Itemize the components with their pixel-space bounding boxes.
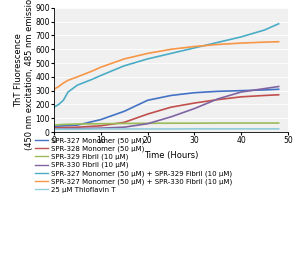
SPR-329 Fibril (10 μM) [99, 122, 103, 125]
SPR-327 Monomer (50 μM) + SPR-329 Fibril (10 μM) [193, 46, 196, 49]
SPR-330 Fibril (10 μM) [169, 115, 173, 119]
SPR-328 Monomer (50 μM) [76, 126, 79, 129]
SPR-327 Monomer (50 μM) + SPR-330 Fibril (10 μM) [90, 70, 93, 73]
SPR-327 Monomer (50 μM) + SPR-329 Fibril (10 μM) [263, 29, 266, 32]
Y-axis label: ThT Fluorescence
(450 nm excitation, 485 nm emission): ThT Fluorescence (450 nm excitation, 485… [14, 0, 34, 150]
SPR-328 Monomer (50 μM) [169, 106, 173, 109]
SPR-327 Monomer (50 μM) + SPR-330 Fibril (10 μM) [239, 41, 243, 45]
SPR-327 Monomer (50 μM) + SPR-330 Fibril (10 μM) [169, 48, 173, 51]
SPR-329 Fibril (10 μM) [263, 121, 266, 125]
Legend: SPR-327 Monomer (50 μM), SPR-328 Monomer (50 μM), SPR-329 Fibril (10 μM), SPR-33: SPR-327 Monomer (50 μM), SPR-328 Monomer… [35, 137, 233, 193]
SPR-328 Monomer (50 μM) [99, 124, 103, 127]
Line: SPR-329 Fibril (10 μM): SPR-329 Fibril (10 μM) [54, 123, 279, 125]
SPR-327 Monomer (50 μM) [277, 88, 281, 91]
SPR-330 Fibril (10 μM) [99, 126, 103, 130]
SPR-327 Monomer (50 μM) + SPR-329 Fibril (10 μM) [52, 106, 56, 109]
SPR-329 Fibril (10 μM) [193, 122, 196, 125]
SPR-327 Monomer (50 μM) [76, 124, 79, 127]
SPR-327 Monomer (50 μM) [193, 91, 196, 94]
SPR-329 Fibril (10 μM) [52, 124, 56, 127]
SPR-327 Monomer (50 μM) [61, 124, 65, 127]
SPR-328 Monomer (50 μM) [52, 126, 56, 129]
SPR-327 Monomer (50 μM) + SPR-329 Fibril (10 μM) [57, 103, 61, 106]
25 μM Thioflavin T [193, 127, 196, 130]
SPR-327 Monomer (50 μM) [52, 125, 56, 128]
SPR-327 Monomer (50 μM) + SPR-329 Fibril (10 μM) [146, 57, 149, 60]
SPR-327 Monomer (50 μM) [122, 110, 126, 113]
25 μM Thioflavin T [52, 128, 56, 131]
SPR-327 Monomer (50 μM) [169, 94, 173, 97]
Line: SPR-327 Monomer (50 μM): SPR-327 Monomer (50 μM) [54, 89, 279, 126]
SPR-328 Monomer (50 μM) [216, 98, 220, 101]
SPR-329 Fibril (10 μM) [61, 123, 65, 126]
SPR-327 Monomer (50 μM) + SPR-330 Fibril (10 μM) [146, 52, 149, 55]
25 μM Thioflavin T [216, 127, 220, 130]
25 μM Thioflavin T [277, 127, 281, 130]
SPR-329 Fibril (10 μM) [169, 122, 173, 125]
SPR-330 Fibril (10 μM) [216, 97, 220, 101]
SPR-329 Fibril (10 μM) [122, 122, 126, 125]
SPR-330 Fibril (10 μM) [52, 128, 56, 131]
25 μM Thioflavin T [146, 128, 149, 131]
SPR-330 Fibril (10 μM) [61, 128, 65, 131]
SPR-327 Monomer (50 μM) + SPR-330 Fibril (10 μM) [263, 41, 266, 44]
SPR-330 Fibril (10 μM) [239, 91, 243, 94]
25 μM Thioflavin T [263, 127, 266, 130]
25 μM Thioflavin T [122, 128, 126, 131]
SPR-328 Monomer (50 μM) [239, 95, 243, 98]
SPR-327 Monomer (50 μM) + SPR-329 Fibril (10 μM) [90, 78, 93, 81]
SPR-327 Monomer (50 μM) + SPR-329 Fibril (10 μM) [239, 35, 243, 39]
SPR-330 Fibril (10 μM) [122, 126, 126, 129]
SPR-327 Monomer (50 μM) + SPR-329 Fibril (10 μM) [61, 99, 65, 102]
SPR-327 Monomer (50 μM) + SPR-330 Fibril (10 μM) [99, 66, 103, 69]
Line: SPR-328 Monomer (50 μM): SPR-328 Monomer (50 μM) [54, 95, 279, 128]
SPR-327 Monomer (50 μM) + SPR-330 Fibril (10 μM) [57, 85, 61, 88]
25 μM Thioflavin T [61, 128, 65, 131]
SPR-327 Monomer (50 μM) + SPR-329 Fibril (10 μM) [277, 22, 281, 25]
SPR-327 Monomer (50 μM) + SPR-330 Fibril (10 μM) [76, 75, 79, 78]
X-axis label: Time (Hours): Time (Hours) [144, 151, 198, 160]
SPR-328 Monomer (50 μM) [146, 112, 149, 116]
SPR-329 Fibril (10 μM) [216, 121, 220, 125]
SPR-327 Monomer (50 μM) + SPR-329 Fibril (10 μM) [66, 91, 70, 94]
SPR-328 Monomer (50 μM) [61, 126, 65, 129]
25 μM Thioflavin T [239, 127, 243, 130]
SPR-327 Monomer (50 μM) + SPR-329 Fibril (10 μM) [216, 41, 220, 44]
Line: SPR-327 Monomer (50 μM) + SPR-329 Fibril (10 μM): SPR-327 Monomer (50 μM) + SPR-329 Fibril… [54, 24, 279, 107]
SPR-329 Fibril (10 μM) [277, 121, 281, 125]
SPR-327 Monomer (50 μM) + SPR-329 Fibril (10 μM) [99, 74, 103, 77]
SPR-328 Monomer (50 μM) [122, 121, 126, 124]
SPR-328 Monomer (50 μM) [193, 101, 196, 105]
25 μM Thioflavin T [99, 128, 103, 131]
SPR-329 Fibril (10 μM) [239, 121, 243, 125]
SPR-327 Monomer (50 μM) [239, 89, 243, 92]
SPR-327 Monomer (50 μM) + SPR-329 Fibril (10 μM) [76, 83, 79, 87]
SPR-327 Monomer (50 μM) + SPR-330 Fibril (10 μM) [61, 82, 65, 85]
SPR-327 Monomer (50 μM) + SPR-329 Fibril (10 μM) [169, 52, 173, 55]
25 μM Thioflavin T [169, 128, 173, 131]
SPR-328 Monomer (50 μM) [263, 94, 266, 97]
SPR-327 Monomer (50 μM) [146, 99, 149, 102]
Line: SPR-330 Fibril (10 μM): SPR-330 Fibril (10 μM) [54, 87, 279, 129]
Line: SPR-327 Monomer (50 μM) + SPR-330 Fibril (10 μM): SPR-327 Monomer (50 μM) + SPR-330 Fibril… [54, 42, 279, 89]
SPR-327 Monomer (50 μM) + SPR-330 Fibril (10 μM) [216, 43, 220, 46]
SPR-329 Fibril (10 μM) [146, 122, 149, 125]
SPR-329 Fibril (10 μM) [76, 122, 79, 126]
SPR-330 Fibril (10 μM) [277, 85, 281, 88]
SPR-327 Monomer (50 μM) [216, 90, 220, 93]
SPR-330 Fibril (10 μM) [193, 107, 196, 110]
25 μM Thioflavin T [76, 128, 79, 131]
SPR-327 Monomer (50 μM) + SPR-330 Fibril (10 μM) [193, 45, 196, 48]
SPR-327 Monomer (50 μM) + SPR-329 Fibril (10 μM) [122, 64, 126, 67]
SPR-330 Fibril (10 μM) [76, 127, 79, 130]
SPR-328 Monomer (50 μM) [277, 93, 281, 96]
SPR-330 Fibril (10 μM) [263, 87, 266, 90]
SPR-327 Monomer (50 μM) + SPR-330 Fibril (10 μM) [66, 79, 70, 82]
SPR-327 Monomer (50 μM) + SPR-330 Fibril (10 μM) [52, 88, 56, 91]
SPR-327 Monomer (50 μM) + SPR-330 Fibril (10 μM) [122, 57, 126, 60]
SPR-327 Monomer (50 μM) [263, 88, 266, 92]
SPR-327 Monomer (50 μM) [99, 118, 103, 121]
SPR-330 Fibril (10 μM) [146, 122, 149, 125]
SPR-327 Monomer (50 μM) + SPR-330 Fibril (10 μM) [277, 40, 281, 43]
